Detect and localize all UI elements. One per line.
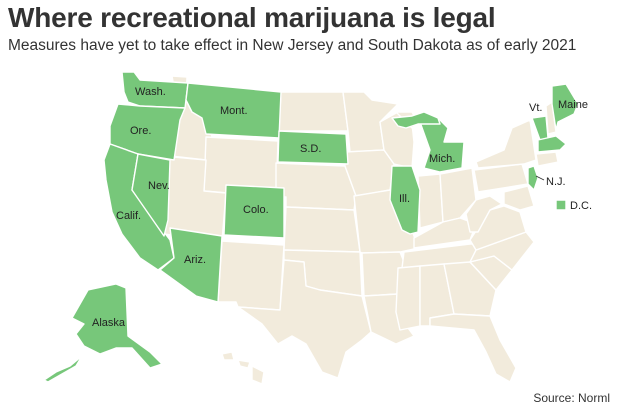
dc-legend-swatch: [555, 199, 567, 211]
map-title: Where recreational marijuana is legal: [8, 2, 496, 33]
map-subtitle: Measures have yet to take effect in New …: [8, 37, 577, 54]
state-alaska: [71, 283, 163, 369]
state-nebraska: [275, 162, 357, 211]
state-new-york: [475, 119, 537, 169]
nj-pointer-line: [535, 175, 545, 181]
state-hawaii-1: [221, 351, 235, 361]
state-north-dakota: [278, 91, 349, 132]
label-ill: Ill.: [399, 193, 410, 205]
state-michigan: [419, 117, 465, 173]
label-vt: Vt.: [529, 102, 542, 114]
state-south-dakota: [277, 130, 349, 165]
state-connecticut-ri: [535, 151, 559, 167]
label-calif: Calif.: [116, 210, 141, 222]
label-ariz: Ariz.: [184, 254, 206, 266]
label-sd: S.D.: [300, 143, 321, 155]
state-florida: [429, 313, 517, 383]
state-illinois: [389, 165, 421, 235]
state-west-virginia: [465, 195, 503, 233]
state-hawaii-2: [237, 359, 251, 369]
state-new-jersey: [527, 165, 539, 191]
state-vermont: [531, 115, 549, 141]
state-texas: [237, 259, 372, 379]
label-alaska: Alaska: [92, 317, 126, 329]
state-kansas: [283, 206, 361, 253]
source-note: Source: Norml: [533, 391, 610, 405]
label-ore: Ore.: [130, 125, 151, 137]
state-hawaii-3: [251, 365, 265, 385]
label-wash: Wash.: [135, 86, 166, 98]
label-colo: Colo.: [243, 204, 269, 216]
state-new-mexico: [217, 240, 285, 311]
label-nev: Nev.: [148, 180, 170, 192]
label-dc: D.C.: [570, 200, 592, 212]
state-arizona: [159, 227, 223, 303]
state-ohio: [439, 167, 477, 223]
state-massachusetts: [537, 135, 567, 153]
label-mich: Mich.: [429, 153, 455, 165]
state-georgia: [443, 261, 497, 317]
state-indiana: [417, 173, 444, 229]
state-michigan-up: [391, 111, 441, 129]
state-oregon: [109, 103, 186, 161]
label-maine: Maine: [558, 99, 588, 111]
state-maine: [551, 83, 579, 131]
label-mont: Mont.: [220, 105, 248, 117]
state-mississippi: [395, 265, 421, 331]
state-montana: [185, 82, 282, 139]
state-alaska-chain: [43, 355, 83, 383]
label-nj: N.J.: [546, 176, 566, 188]
state-nevada: [131, 153, 171, 237]
state-maryland-delaware: [503, 185, 535, 211]
state-colorado: [223, 184, 285, 239]
